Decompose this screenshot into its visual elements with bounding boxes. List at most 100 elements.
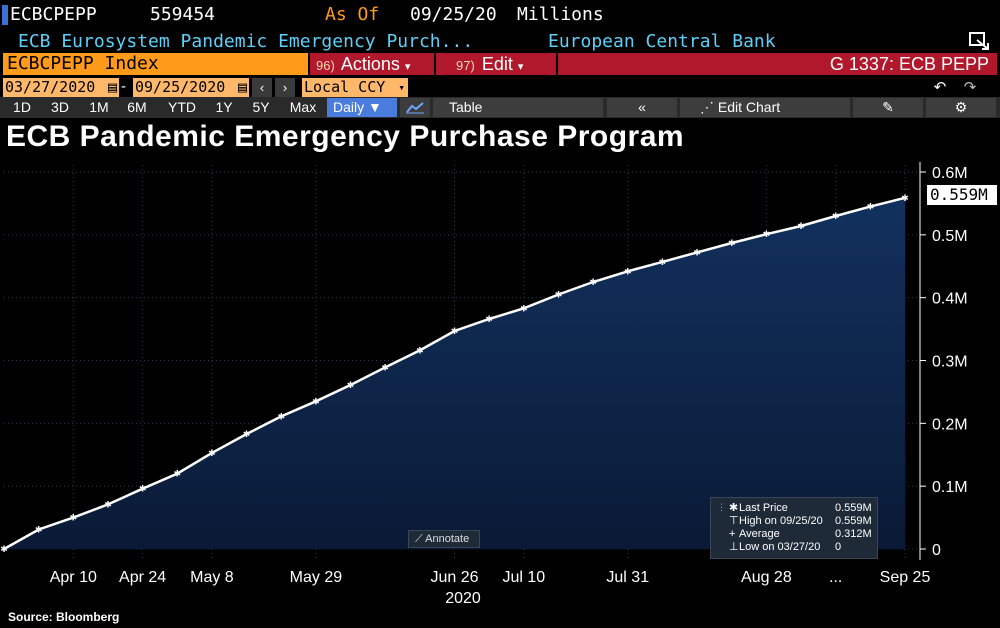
gear-icon[interactable]: ⚙	[926, 98, 996, 117]
y-axis: 0 0.1M 0.2M 0.3M 0.4M 0.5M 0.6M	[920, 165, 968, 559]
y-tick-label: 0.5M	[932, 228, 968, 245]
data-point: ✱	[520, 303, 528, 313]
data-point: ✱	[832, 211, 840, 221]
data-point: ✱	[763, 229, 771, 239]
annotate-button[interactable]: ⟋ Annotate	[408, 530, 480, 548]
data-point: ✱	[624, 266, 632, 276]
high-marker-icon: ⊤	[729, 515, 739, 527]
currency-select[interactable]: Local CCY ▾	[302, 78, 408, 97]
chevron-down-icon: ▾	[404, 61, 411, 73]
x-tick-label: Aug 28	[741, 569, 792, 586]
date-separator: -	[121, 78, 126, 95]
as-of-date: 09/25/20	[410, 4, 497, 25]
chart-code-label: G 1337: ECB PEPP	[558, 53, 997, 75]
last-price: 559454	[150, 4, 216, 25]
period-max-button[interactable]: Max	[289, 99, 317, 115]
x-tick-label: ...	[829, 569, 842, 586]
period-ytd-button[interactable]: YTD	[168, 99, 196, 115]
annotate-label: Annotate	[425, 533, 470, 545]
start-date-value: 03/27/2020	[5, 78, 96, 96]
calendar-icon[interactable]: ▤	[237, 78, 247, 96]
period-5y-button[interactable]: 5Y	[252, 99, 270, 115]
collapse-icon[interactable]: «	[607, 98, 677, 117]
chart-area[interactable]: ✱ ✱ ✱ ✱ ✱ ✱ ✱ ✱ ✱ ✱ ✱ ✱ ✱ ✱ ✱ ✱ ✱ ✱ ✱ ✱ ✱ ✱ ✱ ✱ ✱ ✱ ✱ 0 0.1M 0.2M 0.3…	[0, 160, 1000, 610]
units-label: Millions	[517, 4, 604, 25]
data-point: ✱	[312, 396, 320, 406]
average-marker-icon: +	[729, 528, 736, 540]
x-tick-label: May 29	[290, 569, 343, 586]
data-point: ✱	[104, 499, 112, 509]
chevron-down-icon: ▾	[398, 81, 405, 94]
legend-label: Average	[739, 528, 780, 540]
chart-legend: ✱ Last Price 0.559M ⊤ High on 09/25/20 0…	[710, 497, 878, 559]
data-point: ✱	[797, 221, 805, 231]
x-tick-label: Apr 10	[50, 569, 97, 586]
draw-icon[interactable]: ✎	[853, 98, 923, 117]
data-point: ✱	[208, 448, 216, 458]
edit-chart-button[interactable]: ⋰ Edit Chart	[680, 98, 850, 117]
y-tick-label: 0.4M	[932, 291, 968, 308]
last-value-badge: 0.559M	[927, 185, 997, 205]
undo-icon[interactable]: ↶	[933, 79, 947, 96]
popout-icon[interactable]	[968, 30, 992, 52]
edit-shortcut: 97)	[456, 58, 475, 73]
data-point: ✱	[416, 345, 424, 355]
y-tick-label: 0.2M	[932, 416, 968, 433]
chevron-right-icon[interactable]: ›	[275, 78, 295, 97]
star-icon: ✱	[729, 502, 739, 514]
edit-menu-button[interactable]: 97) Edit ▾	[436, 53, 556, 75]
data-point: ✱	[555, 290, 563, 300]
data-point: ✱	[35, 525, 43, 535]
data-point: ✱	[70, 513, 78, 523]
chart-title: ECB Pandemic Emergency Purchase Program	[6, 120, 685, 153]
data-point: ✱	[0, 544, 8, 554]
chart-source: Source: Bloomberg	[8, 610, 120, 624]
legend-label: High on 09/25/20	[739, 515, 823, 527]
actions-shortcut: 96)	[316, 58, 335, 73]
legend-handle-icon[interactable]: ⋮	[717, 502, 726, 512]
data-point: ✱	[867, 202, 875, 212]
data-point: ✱	[451, 326, 459, 336]
edit-label: Edit	[481, 54, 513, 74]
low-marker-icon: ⊥	[729, 541, 739, 553]
x-tick-label: Apr 24	[119, 569, 166, 586]
frequency-select[interactable]: Daily ▼	[327, 98, 397, 117]
end-date-input[interactable]: 09/25/2020 ▤	[133, 78, 249, 97]
x-tick-label: Jul 31	[606, 569, 649, 586]
as-of-label: As Of	[325, 4, 380, 25]
x-year-label: 2020	[445, 590, 481, 607]
chevron-left-icon[interactable]: ‹	[252, 78, 272, 97]
actions-menu-button[interactable]: 96) Actions ▾	[310, 53, 434, 75]
chart-edit-icon: ⋰	[700, 99, 718, 115]
period-6m-button[interactable]: 6M	[127, 99, 147, 115]
y-tick-label: 0	[932, 542, 941, 559]
end-date-value: 09/25/2020	[135, 78, 226, 96]
x-tick-label: Sep 25	[880, 569, 931, 586]
redo-icon[interactable]: ↷	[963, 79, 977, 96]
data-point: ✱	[277, 411, 285, 421]
legend-label: Last Price	[739, 502, 788, 514]
y-tick-label: 0.6M	[932, 165, 968, 182]
y-tick-label: 0.1M	[932, 479, 968, 496]
security-description: ECB Eurosystem Pandemic Emergency Purch.…	[18, 31, 474, 52]
period-1d-button[interactable]: 1D	[13, 99, 31, 115]
table-button[interactable]: Table	[433, 98, 603, 117]
legend-label: Low on 03/27/20	[739, 541, 821, 553]
ticker-marker	[2, 5, 8, 25]
series-area-fill	[4, 197, 905, 550]
ticker-symbol[interactable]: ECBCPEPP	[10, 4, 97, 25]
period-1y-button[interactable]: 1Y	[215, 99, 233, 115]
data-point: ✱	[485, 314, 493, 324]
line-chart-icon[interactable]	[400, 98, 430, 117]
legend-value: 0.559M	[835, 515, 872, 527]
data-point: ✱	[139, 484, 147, 494]
calendar-icon[interactable]: ▤	[107, 78, 117, 96]
issuer-name: European Central Bank	[548, 31, 776, 52]
triangle-down-icon: ▼	[368, 99, 382, 115]
start-date-input[interactable]: 03/27/2020 ▤	[3, 78, 119, 97]
data-point: ✱	[728, 238, 736, 248]
security-index-field[interactable]: ECBCPEPP Index	[3, 53, 308, 75]
x-tick-label: May 8	[190, 569, 234, 586]
period-1m-button[interactable]: 1M	[89, 99, 109, 115]
period-3d-button[interactable]: 3D	[51, 99, 69, 115]
